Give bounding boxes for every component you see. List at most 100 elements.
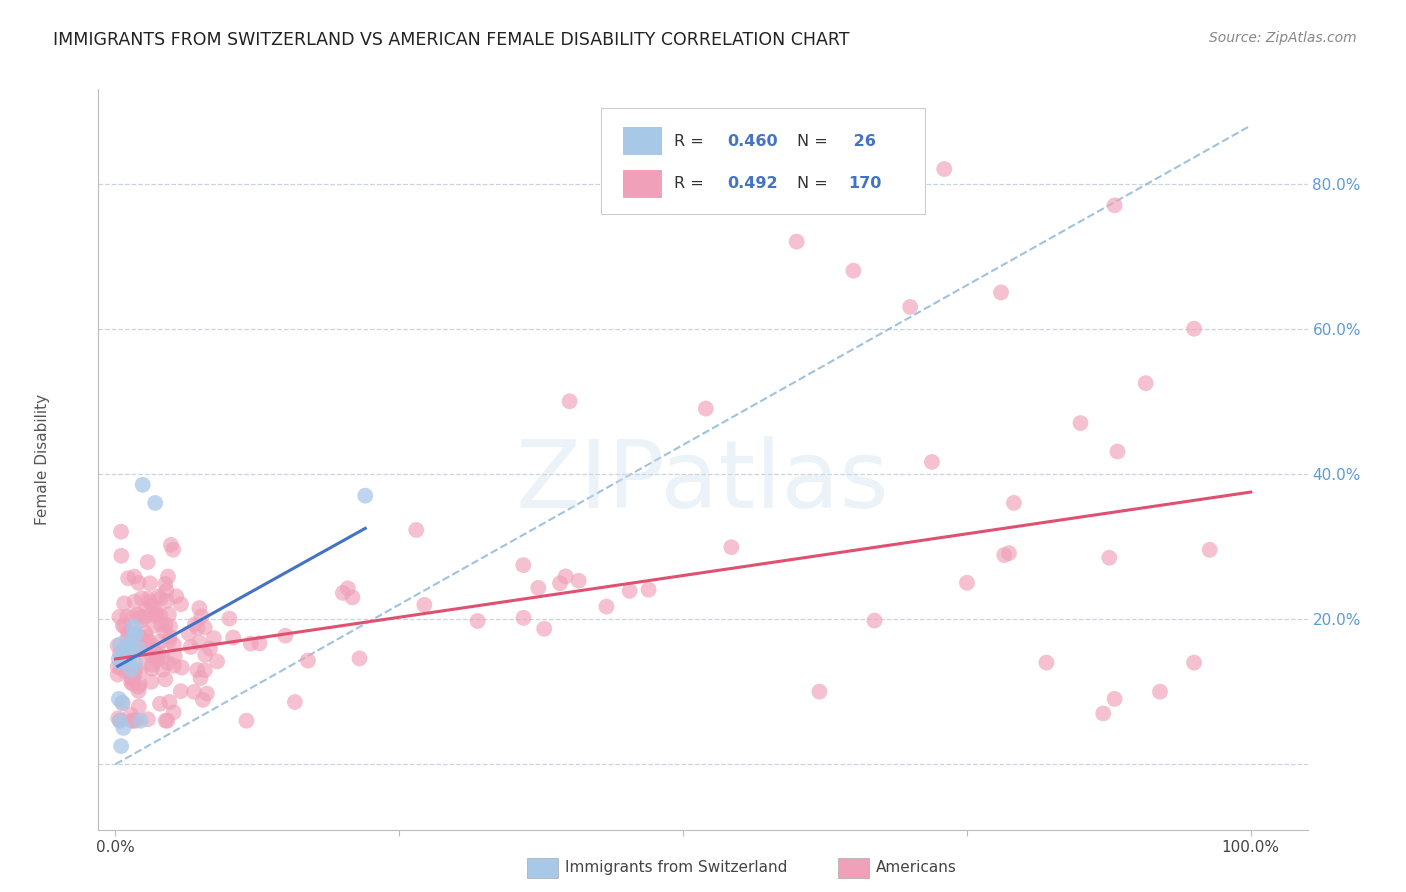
- Point: [112, 596, 135, 610]
- Point: [120, 626, 142, 640]
- Point: [117, 571, 139, 585]
- Point: [134, 648, 156, 663]
- Point: [162, 542, 184, 557]
- Point: [114, 645, 136, 659]
- Point: [141, 662, 163, 676]
- Point: [111, 696, 134, 710]
- Point: [187, 621, 209, 635]
- Point: [1035, 656, 1057, 670]
- Point: [148, 590, 170, 604]
- Point: [141, 657, 163, 672]
- Point: [107, 659, 129, 673]
- Point: [120, 637, 142, 651]
- Point: [114, 619, 136, 633]
- Point: [120, 663, 142, 677]
- Point: [554, 569, 576, 583]
- Point: [149, 608, 172, 623]
- Point: [568, 574, 591, 588]
- Point: [170, 660, 193, 674]
- Point: [131, 477, 153, 491]
- Point: [121, 714, 143, 728]
- Bar: [623, 127, 662, 155]
- Bar: [623, 169, 662, 198]
- Text: ZIPatlas: ZIPatlas: [516, 435, 890, 527]
- Point: [122, 632, 145, 646]
- Point: [786, 235, 808, 249]
- Point: [108, 610, 131, 624]
- FancyBboxPatch shape: [602, 109, 925, 214]
- Point: [163, 648, 186, 663]
- Point: [512, 611, 534, 625]
- Point: [177, 626, 200, 640]
- Point: [159, 630, 181, 644]
- Point: [235, 714, 257, 728]
- Point: [127, 633, 149, 648]
- Point: [1002, 496, 1025, 510]
- Point: [195, 687, 218, 701]
- Point: [124, 628, 146, 642]
- Point: [156, 569, 179, 583]
- Point: [135, 630, 157, 644]
- Point: [111, 652, 134, 666]
- Point: [222, 631, 245, 645]
- Point: [160, 538, 183, 552]
- Point: [122, 714, 145, 728]
- Text: 26: 26: [848, 134, 876, 149]
- Point: [149, 634, 172, 648]
- Point: [146, 648, 169, 662]
- Point: [184, 617, 207, 632]
- Point: [143, 608, 166, 623]
- Point: [129, 614, 152, 628]
- Point: [141, 674, 163, 689]
- Point: [129, 641, 152, 656]
- Point: [145, 604, 167, 618]
- Point: [124, 656, 146, 670]
- Point: [512, 558, 534, 573]
- Point: [128, 684, 150, 698]
- Point: [111, 696, 134, 710]
- Point: [115, 609, 138, 624]
- Point: [163, 638, 186, 652]
- Point: [148, 646, 170, 660]
- Point: [131, 591, 153, 606]
- Point: [190, 609, 212, 624]
- Point: [558, 394, 581, 409]
- Point: [110, 656, 132, 670]
- Text: IMMIGRANTS FROM SWITZERLAND VS AMERICAN FEMALE DISABILITY CORRELATION CHART: IMMIGRANTS FROM SWITZERLAND VS AMERICAN …: [53, 31, 851, 49]
- Point: [110, 661, 132, 675]
- Point: [135, 602, 157, 616]
- Point: [1069, 416, 1091, 430]
- Point: [180, 640, 202, 654]
- Text: Americans: Americans: [876, 860, 957, 874]
- Point: [107, 711, 129, 725]
- Point: [149, 591, 172, 606]
- Point: [354, 489, 377, 503]
- Point: [998, 546, 1021, 560]
- Point: [111, 655, 134, 669]
- Point: [1098, 550, 1121, 565]
- Point: [141, 598, 163, 612]
- Point: [121, 677, 143, 691]
- Point: [194, 648, 217, 662]
- Point: [993, 548, 1015, 562]
- Point: [121, 673, 143, 687]
- Point: [124, 629, 146, 643]
- Point: [141, 648, 163, 662]
- Point: [125, 626, 148, 640]
- Point: [533, 622, 555, 636]
- Point: [143, 619, 166, 633]
- Point: [111, 618, 134, 632]
- Point: [131, 631, 153, 645]
- Text: R =: R =: [673, 134, 709, 149]
- Point: [342, 591, 364, 605]
- Point: [284, 695, 307, 709]
- Point: [405, 523, 427, 537]
- Text: N =: N =: [797, 177, 834, 192]
- Point: [218, 611, 240, 625]
- Point: [111, 649, 134, 664]
- Point: [413, 598, 436, 612]
- Text: N =: N =: [797, 134, 834, 149]
- Point: [145, 653, 167, 667]
- Point: [127, 607, 149, 622]
- Text: 0.460: 0.460: [727, 134, 778, 149]
